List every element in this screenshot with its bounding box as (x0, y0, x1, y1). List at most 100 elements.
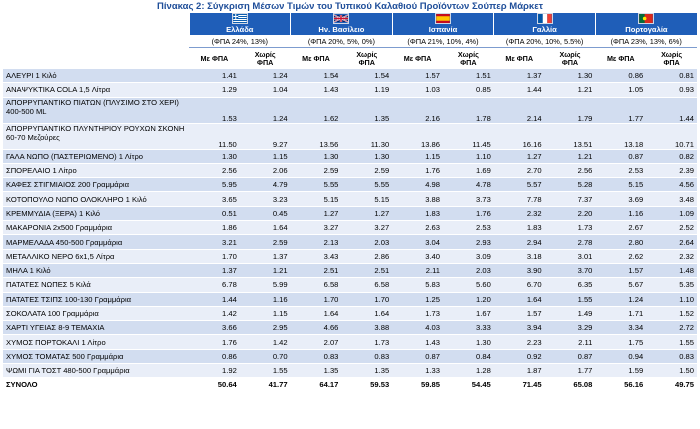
price-without-vat: 1.27 (341, 206, 393, 222)
uk-flag-icon (333, 13, 350, 24)
price-without-vat: 2.39 (646, 163, 697, 179)
price-with-vat: 2.67 (595, 220, 647, 236)
table-row: ΑΠΟΡΡΥΠΑΝΤΙΚΟ ΠΙΑΤΩΝ (ΠΛΥΣΙΜΟ ΣΤΟ ΧΕΡΙ) … (3, 97, 697, 124)
price-with-vat: 1.64 (290, 306, 342, 322)
table-row: ΓΑΛΑ ΝΩΠΟ (ΠΑΣΤΕΡΙΩΜΕΝΟ) 1 Λίτρο 1.30 1.15… (3, 149, 697, 164)
price-with-vat: 2.23 (493, 334, 545, 350)
without-vat-header: Χωρίς ΦΠΑ (646, 47, 697, 69)
price-without-vat: 0.83 (341, 349, 393, 365)
price-without-vat: 1.48 (646, 263, 697, 279)
price-with-vat: 1.16 (595, 206, 647, 222)
price-with-vat: 0.86 (189, 349, 240, 365)
price-without-vat: 1.24 (239, 69, 291, 84)
price-without-vat: 9.27 (239, 123, 291, 150)
price-without-vat: 0.85 (442, 82, 494, 98)
price-without-vat: 1.44 (646, 97, 697, 124)
price-with-vat: 3.21 (189, 234, 240, 250)
price-with-vat: 3.27 (290, 220, 342, 236)
column-subheader-row: Με ΦΠΑ Χωρίς ΦΠΑ Με ΦΠΑ Χωρίς ΦΠΑ Με ΦΠΑ Χωρίς Φ… (3, 47, 697, 69)
price-without-vat: 1.79 (544, 97, 596, 124)
price-with-vat: 1.92 (189, 363, 240, 379)
product-name: ΨΩΜΙ ΓΙΑ ΤΟΣΤ 480-500 Γραμμάρια (3, 363, 189, 379)
without-vat-label-line1: Χωρίς (559, 49, 581, 59)
total-label: ΣΥΝΟΛΟ (3, 377, 189, 392)
country-name: Ελλάδα (226, 25, 254, 34)
price-with-vat: 5.15 (595, 177, 647, 193)
without-vat-label-line2: ΦΠΑ (358, 57, 375, 67)
price-with-vat: 1.43 (392, 334, 443, 350)
header-blank (3, 13, 189, 35)
price-without-vat: 4.56 (646, 177, 697, 193)
price-with-vat: 1.33 (392, 363, 443, 379)
price-without-vat: 11.30 (341, 123, 393, 150)
without-vat-label-line2: ΦΠΑ (561, 57, 579, 67)
price-without-vat: 2.03 (341, 234, 393, 250)
without-vat-header: Χωρίς ΦΠΑ (544, 47, 596, 69)
with-vat-header: Με ΦΠΑ (189, 47, 240, 69)
product-name: ΠΑΤΑΤΕΣ ΤΣΙΠΣ 100-130 Γραμμάρια (3, 292, 189, 307)
price-without-vat: 1.16 (239, 292, 291, 307)
product-name: ΚΟΤΟΠΟΥΛΟ ΝΩΠΟ ΟΛΟΚΛΗΡΟ 1 Κιλό (3, 191, 189, 207)
price-without-vat: 3.27 (341, 220, 393, 236)
price-with-vat: 3.88 (392, 191, 443, 207)
price-with-vat: 3.18 (493, 249, 545, 264)
product-name: ΜΑΡΜΕΛΑΔΑ 450-500 Γραμμάρια (3, 234, 189, 250)
total-with-vat: 50.64 (189, 377, 240, 392)
price-without-vat: 1.35 (341, 363, 393, 379)
header-blank (3, 35, 189, 48)
price-without-vat: 1.76 (442, 206, 494, 222)
product-name: ΓΑΛΑ ΝΩΠΟ (ΠΑΣΤΕΡΙΩΜΕΝΟ) 1 Λίτρο (3, 149, 189, 164)
price-without-vat: 4.79 (239, 177, 291, 193)
price-with-vat: 1.54 (290, 69, 342, 84)
price-with-vat: 1.76 (189, 334, 240, 350)
product-name: ΚΡΕΜΜΥΔΙΑ (ΞΕΡΑ) 1 Κιλό (3, 206, 189, 222)
price-with-vat: 4.66 (290, 320, 342, 336)
country-header-uk: Ην. Βασίλειο (290, 13, 393, 35)
price-without-vat: 1.15 (239, 149, 291, 164)
price-with-vat: 1.59 (595, 363, 647, 379)
price-with-vat: 0.51 (189, 206, 240, 222)
header-blank (3, 47, 189, 69)
price-with-vat: 2.51 (290, 263, 342, 279)
without-vat-label-line1: Χωρίς (254, 49, 276, 59)
price-with-vat: 1.30 (189, 149, 240, 164)
price-without-vat: 2.78 (544, 234, 596, 250)
price-without-vat: 3.23 (239, 191, 291, 207)
price-without-vat: 0.84 (442, 349, 494, 365)
price-with-vat: 1.27 (493, 149, 545, 164)
price-with-vat: 3.34 (595, 320, 647, 336)
price-with-vat: 6.70 (493, 277, 545, 293)
country-header-greece: Ελλάδα (188, 13, 291, 35)
product-name: ΜΑΚΑΡΟΝΙΑ 2x500 Γραμμάρια (3, 220, 189, 236)
price-with-vat: 1.64 (493, 292, 545, 307)
price-without-vat: 0.70 (239, 349, 291, 365)
price-with-vat: 1.44 (189, 292, 240, 307)
total-with-vat: 59.85 (392, 377, 443, 392)
price-without-vat: 1.51 (442, 69, 494, 84)
price-with-vat: 2.59 (290, 163, 342, 179)
price-without-vat: 1.55 (239, 363, 291, 379)
product-name: ΧΥΜΟΣ ΠΟΡΤΟΚΑΛΙ 1 Λίτρο (3, 334, 189, 350)
price-without-vat: 3.70 (544, 263, 596, 279)
table-row: ΣΠΟΡΕΛΑΙΟ 1 Λίτρο 2.56 2.06 2.59 2.59 1.76 1.6… (3, 163, 697, 179)
country-header-france: Γαλλία (493, 13, 596, 35)
price-without-vat: 1.50 (646, 363, 697, 379)
with-vat-header: Με ΦΠΑ (595, 47, 647, 69)
price-without-vat: 1.19 (341, 82, 393, 98)
vat-header-row: (ΦΠΑ 24%, 13%) (ΦΠΑ 20%, 5%, 0%) (ΦΠΑ 21… (3, 35, 697, 48)
price-with-vat: 5.55 (290, 177, 342, 193)
price-with-vat: 1.41 (189, 69, 240, 84)
without-vat-label-line1: Χωρίς (661, 49, 683, 59)
price-with-vat: 7.78 (493, 191, 545, 207)
price-with-vat: 6.78 (189, 277, 240, 293)
with-vat-header: Με ΦΠΑ (493, 47, 545, 69)
price-without-vat: 1.04 (239, 82, 291, 98)
total-without-vat: 54.45 (442, 377, 494, 392)
table-row: ΧΥΜΟΣ ΠΟΡΤΟΚΑΛΙ 1 Λίτρο 1.76 1.42 2.07 1.73 1… (3, 334, 697, 350)
price-with-vat: 3.40 (392, 249, 443, 264)
table-row: ΑΛΕΥΡΙ 1 Κιλό 1.41 1.24 1.54 1.54 1.57 1.51 1.3… (3, 69, 697, 84)
price-with-vat: 1.44 (493, 82, 545, 98)
price-with-vat: 2.11 (392, 263, 443, 279)
table-row: ΠΑΤΑΤΕΣ ΤΣΙΠΣ 100-130 Γραμμάρια 1.44 1.16 1… (3, 292, 697, 307)
table-row: ΜΑΡΜΕΛΑΔΑ 450-500 Γραμμάρια 3.21 2.59 2.13 2… (3, 234, 697, 250)
